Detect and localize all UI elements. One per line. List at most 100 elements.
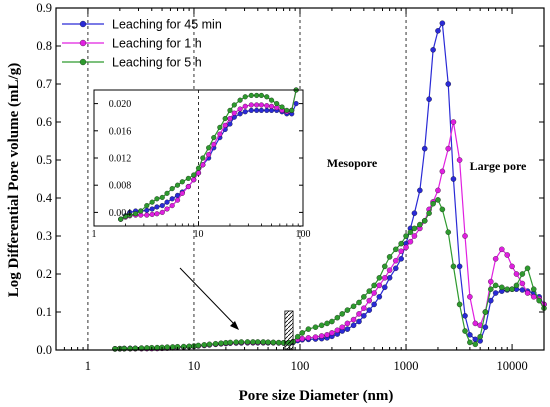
data-point — [435, 197, 441, 203]
zoom-region-box — [284, 310, 294, 350]
inset-data-point — [154, 196, 160, 202]
data-point — [361, 305, 367, 311]
data-point — [339, 324, 345, 330]
data-point — [430, 200, 436, 207]
inset-y-tick-label: 0.016 — [109, 126, 132, 137]
data-point — [255, 339, 261, 345]
data-point — [393, 246, 399, 253]
inset-x-tick-label: 1 — [92, 229, 97, 240]
inset-data-point — [138, 208, 144, 214]
data-point — [366, 297, 373, 304]
data-point — [294, 333, 301, 340]
data-point — [488, 278, 494, 285]
data-point — [334, 327, 341, 333]
inset-data-point — [174, 197, 181, 203]
inset-data-point — [211, 141, 217, 147]
region-label: Mesopore — [327, 156, 378, 170]
inset-data-point — [191, 177, 197, 183]
data-point — [472, 341, 479, 348]
data-point — [450, 176, 457, 182]
data-point — [513, 282, 520, 289]
data-point — [462, 313, 468, 319]
data-point — [260, 339, 266, 345]
inset-data-point — [284, 107, 290, 113]
data-point — [477, 333, 483, 340]
data-point — [195, 342, 202, 349]
inset-data-point — [242, 94, 248, 100]
data-point — [386, 254, 393, 260]
data-point — [356, 318, 362, 325]
inset-data-point — [231, 110, 237, 116]
data-point — [238, 339, 245, 345]
inset-data-point — [258, 92, 264, 98]
data-point — [509, 286, 515, 292]
data-point — [164, 344, 171, 350]
data-point — [329, 330, 335, 336]
inset-data-point — [258, 102, 264, 108]
data-point — [366, 307, 373, 313]
inset-data-point — [254, 102, 260, 108]
data-point — [462, 328, 468, 334]
data-point — [445, 81, 451, 87]
inset-data-point — [227, 107, 233, 113]
data-point — [472, 320, 479, 327]
data-point — [488, 286, 494, 292]
data-point — [371, 282, 377, 289]
inset-data-point — [191, 172, 197, 178]
inset-data-point — [289, 107, 295, 113]
y-tick-label: 0.2 — [36, 267, 52, 281]
inset-data-point — [264, 103, 270, 109]
inset-data-point — [144, 212, 150, 218]
inset-data-point — [200, 155, 206, 161]
data-point — [467, 294, 473, 300]
data-point — [361, 313, 367, 319]
data-point — [329, 318, 335, 325]
data-point — [376, 282, 383, 289]
inset-data-point — [242, 109, 248, 115]
data-point — [371, 301, 377, 308]
data-point — [450, 263, 457, 270]
y-tick-label: 0.6 — [36, 115, 52, 129]
data-point — [411, 233, 418, 239]
data-point — [492, 256, 499, 262]
x-tick-label: 1 — [85, 359, 91, 373]
data-point — [206, 341, 213, 348]
inset-data-point — [211, 135, 217, 141]
data-point — [482, 309, 489, 315]
inset-data-point — [293, 101, 299, 107]
data-point — [376, 294, 383, 300]
inset-data-point — [274, 101, 280, 107]
data-point — [430, 47, 436, 53]
data-point — [250, 339, 256, 345]
data-point — [417, 221, 423, 228]
inset-data-point — [227, 116, 233, 122]
y-tick-label: 0.9 — [36, 1, 52, 15]
inset-data-point — [169, 186, 175, 192]
inset-data-point — [222, 122, 228, 128]
x-axis-title: Pore size Diameter (nm) — [239, 388, 394, 404]
data-point — [426, 96, 432, 102]
y-tick-label: 0.7 — [36, 77, 52, 91]
data-point — [439, 168, 446, 175]
inset-data-point — [169, 203, 175, 209]
x-tick-label: 1000 — [394, 359, 419, 373]
data-point — [318, 322, 325, 329]
data-point — [227, 339, 234, 346]
data-point — [299, 330, 305, 336]
data-point — [398, 256, 404, 262]
data-point — [382, 284, 388, 291]
inset-data-point — [264, 94, 270, 100]
legend-swatch-marker — [79, 58, 87, 66]
inset-data-point — [164, 206, 170, 212]
data-point — [382, 263, 388, 270]
inset-x-tick-label: 10 — [194, 229, 204, 240]
inset-data-point — [268, 97, 275, 103]
inset-data-point — [185, 184, 191, 190]
data-point — [519, 287, 526, 293]
data-point — [244, 339, 251, 345]
data-point — [218, 340, 224, 346]
inset-data-point — [248, 107, 254, 113]
inset-data-point — [268, 103, 275, 109]
data-point — [382, 275, 388, 281]
inset-data-point — [248, 102, 254, 108]
